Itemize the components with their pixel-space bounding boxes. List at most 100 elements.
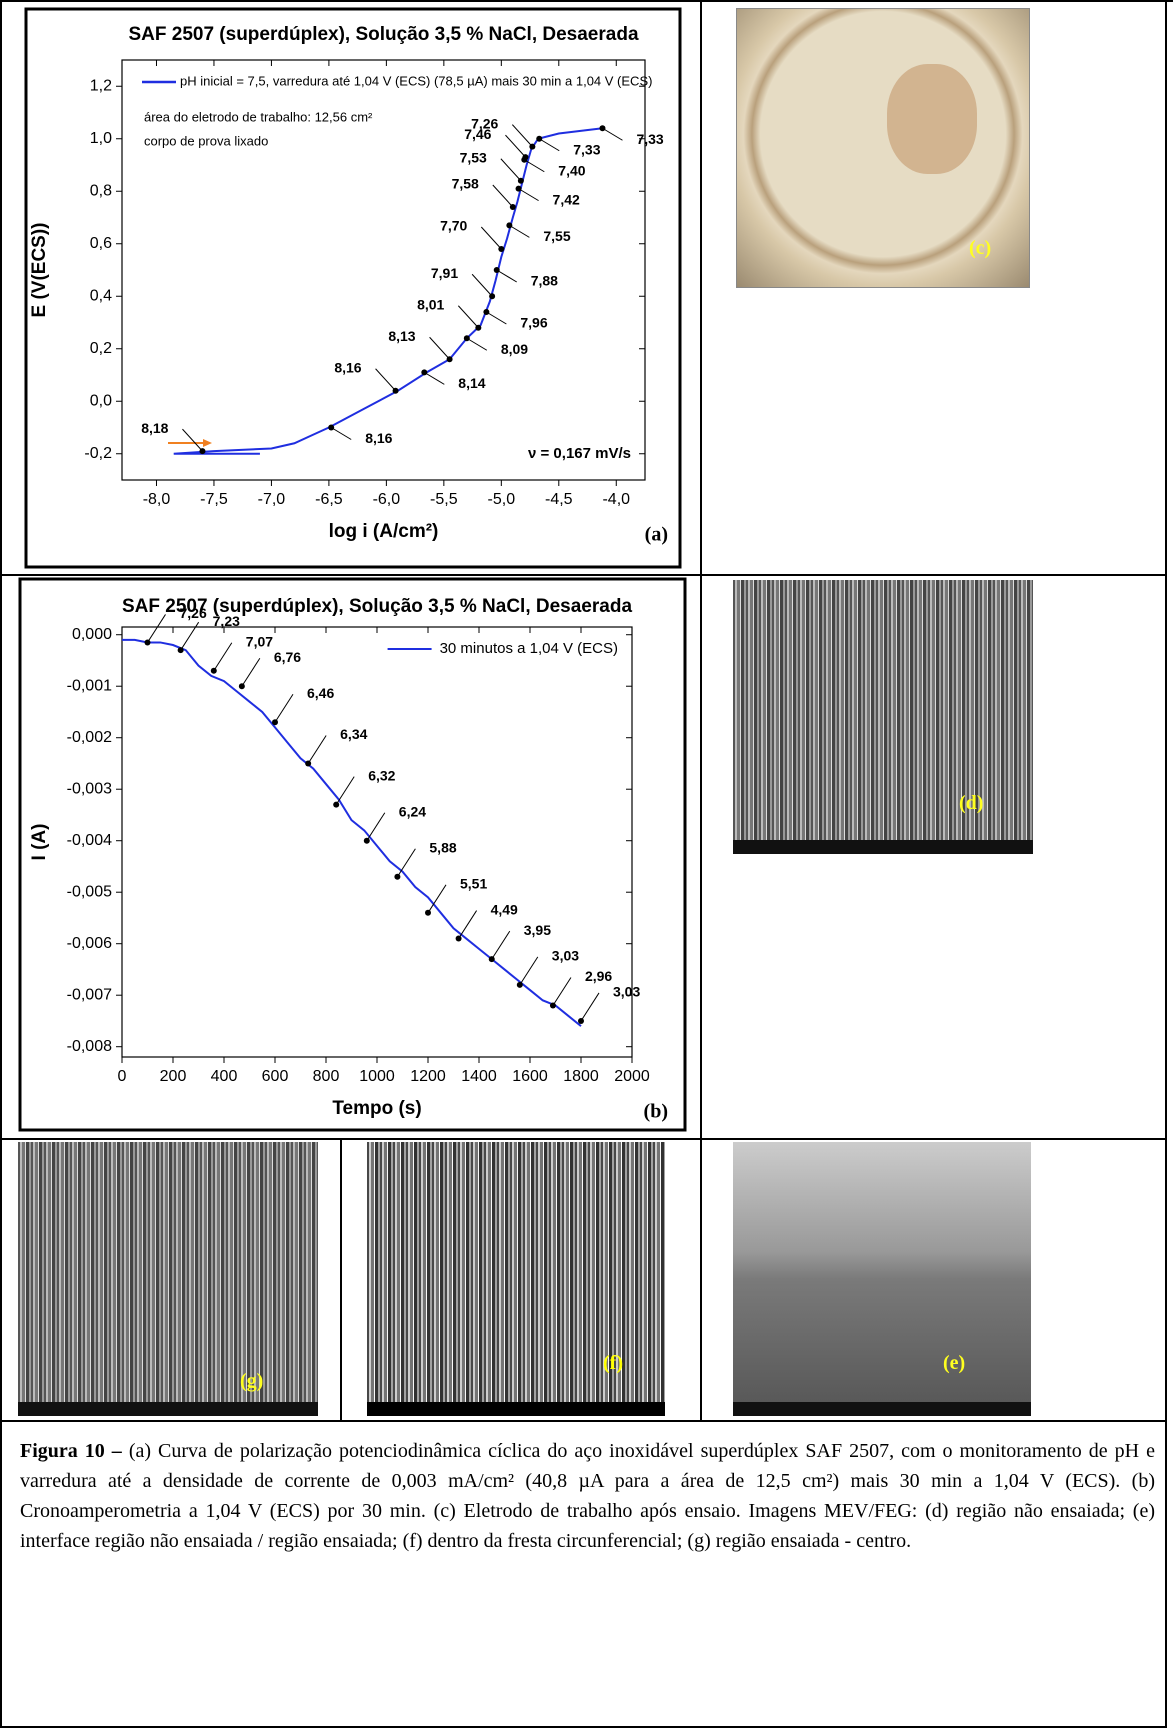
annotation-arrow: [500, 158, 522, 182]
annotation-label: 8,16: [334, 359, 361, 375]
y-tick-label: 0,8: [90, 182, 112, 199]
y-tick-label: -0,003: [67, 780, 112, 797]
micrograph: (d): [733, 580, 1033, 854]
annotation-point: [425, 909, 431, 916]
annotation-label: 7,70: [440, 218, 467, 234]
annotation-label: 7,23: [213, 613, 240, 629]
plot-area: [121, 626, 633, 1058]
annotation-point: [599, 125, 606, 132]
y-tick-label: -0,006: [67, 935, 112, 952]
annotation-point: [549, 1002, 556, 1009]
annotation-label: 7,55: [543, 228, 570, 244]
annotation-label: 7,40: [558, 162, 585, 178]
annotation-point: [144, 639, 151, 646]
annotation-label: 8,18: [141, 420, 168, 436]
annotation-label: 7,33: [636, 131, 663, 147]
data-line: [173, 127, 603, 455]
rule: [0, 574, 1167, 576]
annotation-label: 7,58: [452, 176, 479, 192]
panel-label: (a): [645, 524, 668, 546]
annotation-arrow: [519, 956, 539, 986]
panel-label: (b): [644, 1101, 668, 1123]
x-tick-label: 1200: [410, 1068, 446, 1085]
x-tick-label: -5,0: [488, 491, 516, 508]
y-tick-label: -0,005: [67, 883, 112, 900]
rule: [0, 1138, 1167, 1140]
annotation-arrow: [580, 992, 600, 1022]
note: corpo de prova lixado: [144, 133, 268, 148]
stain: [887, 64, 977, 174]
annotation-label: 6,46: [307, 685, 334, 701]
annotation-arrow: [486, 311, 507, 325]
annotation-arrow: [491, 930, 511, 960]
annotation-point: [421, 369, 428, 376]
annotation-arrow: [524, 159, 545, 173]
chart-title: SAF 2507 (superdúplex), Solução 3,5 % Na…: [122, 596, 632, 617]
x-tick-label: 2000: [614, 1068, 650, 1085]
x-tick-label: -4,0: [602, 491, 630, 508]
annotation-arrow: [180, 621, 200, 651]
rule: [0, 0, 2, 1728]
chart: SAF 2507 (superdúplex), Solução 3,5 % Na…: [24, 7, 682, 569]
rule: [0, 1726, 1167, 1728]
annotation-point: [455, 935, 462, 942]
annotation-label: 7,46: [464, 126, 491, 142]
annotation-point: [446, 356, 453, 363]
info-bar: [367, 1402, 665, 1416]
annotation-point: [578, 1017, 584, 1024]
micrograph: (f): [367, 1142, 665, 1416]
annotation-label: 6,32: [368, 767, 395, 783]
frame: [18, 577, 687, 1132]
y-tick-label: -0,2: [84, 445, 112, 462]
annotation-point: [328, 424, 335, 431]
y-tick-label: 0,2: [90, 340, 112, 357]
annotation-label: 7,07: [246, 633, 273, 649]
x-tick-label: 200: [160, 1068, 187, 1085]
plot-area: [121, 59, 646, 481]
annotation-label: 7,33: [573, 141, 600, 157]
y-axis-label: E (V(ECS)): [29, 223, 50, 318]
annotation-arrow: [552, 977, 572, 1006]
annotation-arrow: [538, 138, 560, 152]
annotation-label: 7,96: [520, 315, 547, 331]
annotation-point: [333, 801, 340, 808]
x-tick-label: -7,5: [200, 491, 228, 508]
annotation-point: [517, 177, 524, 184]
annotation-label: 8,16: [365, 430, 392, 446]
note: ν = 0,167 mV/s: [528, 445, 631, 462]
x-axis-label: Tempo (s): [332, 1098, 421, 1119]
annotation-point: [515, 185, 522, 192]
caption: Figura 10 – (a) Curva de polarização pot…: [20, 1436, 1155, 1556]
x-tick-label: -8,0: [143, 491, 171, 508]
rule: [1165, 0, 1167, 1728]
annotation-arrow: [466, 337, 488, 351]
x-tick-label: -4,5: [545, 491, 573, 508]
panel-label: (g): [240, 1370, 264, 1392]
micrograph: (g): [18, 1142, 318, 1416]
annotation-arrow: [505, 134, 526, 158]
annotation-arrow: [518, 188, 539, 202]
annotation-point: [489, 293, 496, 300]
annotation-point: [536, 135, 543, 142]
annotation-arrow: [492, 184, 514, 208]
caption-label: Figura 10 –: [20, 1440, 122, 1462]
data-line: [122, 638, 582, 1027]
annotation-arrow: [458, 910, 478, 939]
annotation-point: [509, 204, 516, 210]
annotation-point: [522, 154, 529, 161]
annotation-arrow: [241, 657, 261, 687]
annotation-arrow: [471, 273, 493, 297]
annotation-arrow: [480, 226, 502, 250]
annotation-arrow: [424, 371, 445, 385]
annotation-label: 8,09: [501, 341, 528, 357]
annotation-point: [498, 246, 505, 252]
caption-text: (a) Curva de polarização potenciodinâmic…: [20, 1440, 1155, 1552]
info-bar: [733, 1402, 1031, 1416]
legend-label: pH inicial = 7,5, varredura até 1,04 V (…: [180, 73, 652, 88]
annotation-arrow: [213, 642, 233, 672]
annotation-point: [506, 222, 513, 229]
x-tick-label: -6,0: [373, 491, 401, 508]
annotation-point: [272, 719, 278, 726]
annotation-label: 5,88: [429, 839, 456, 855]
panel-label: (c): [969, 237, 992, 259]
